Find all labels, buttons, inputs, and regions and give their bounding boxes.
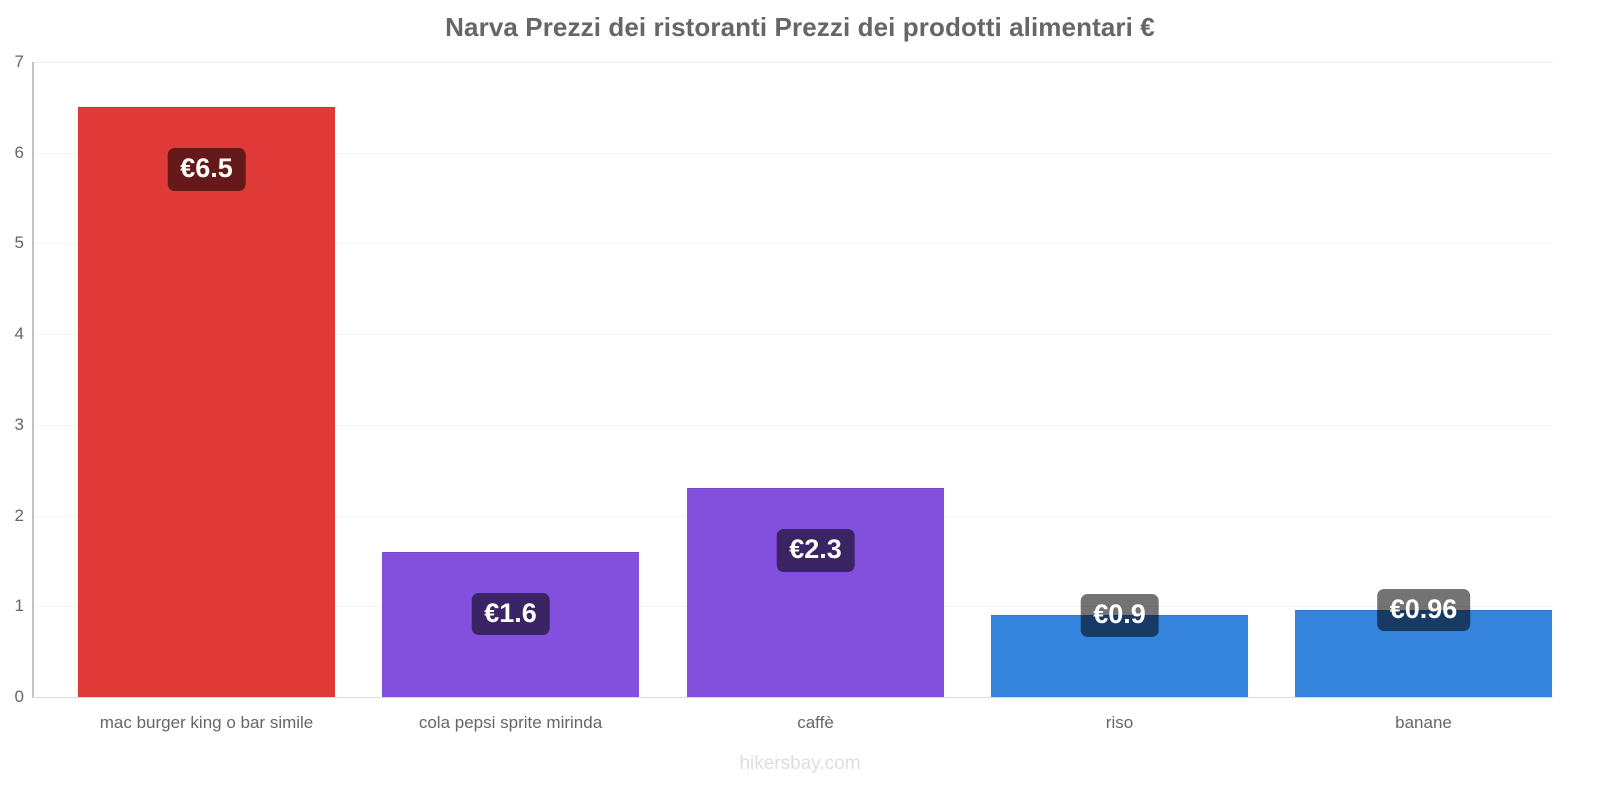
bar[interactable]: €1.6 xyxy=(382,551,639,697)
gridline xyxy=(32,243,1553,245)
bar-value-label: €6.5 xyxy=(167,148,246,191)
x-axis-category-label: caffè xyxy=(797,713,834,732)
bar-value-label: €0.96 xyxy=(1376,588,1471,632)
bar-value-label: €1.6 xyxy=(471,592,550,636)
footer-credit: hikersbay.com xyxy=(739,753,861,774)
x-axis-category-label: cola pepsi sprite mirinda xyxy=(418,713,603,732)
y-axis-tick-label: 5 xyxy=(14,233,24,253)
y-axis-tick-label: 0 xyxy=(14,687,24,706)
bar[interactable]: €0.96 xyxy=(1295,588,1552,697)
y-axis-tick-label: 4 xyxy=(14,324,24,344)
bar[interactable]: €0.9 xyxy=(991,594,1248,697)
x-axis-category-label: mac burger king o bar simile xyxy=(99,713,314,732)
plot-area: €6.5 €1.6 €2.3 €0.9 €0.96 xyxy=(32,62,1553,697)
x-axis-line xyxy=(32,697,1553,698)
y-axis-tick-label: 6 xyxy=(14,142,24,162)
y-axis-tick-label: 2 xyxy=(14,505,24,525)
gridline xyxy=(32,334,1553,336)
bar-value-label: €2.3 xyxy=(776,529,855,572)
bar[interactable]: €6.5 xyxy=(78,107,335,697)
bar-value-label: €0.9 xyxy=(1080,594,1159,637)
x-axis-category-label: banane xyxy=(1395,713,1452,732)
y-axis-tick-label: 7 xyxy=(14,52,24,71)
bar[interactable]: €2.3 xyxy=(687,488,944,697)
gridline xyxy=(32,152,1553,154)
x-axis-category-label: riso xyxy=(1105,713,1134,732)
gridline xyxy=(32,424,1553,426)
gridline xyxy=(32,62,1553,63)
chart-title: Narva Prezzi dei ristoranti Prezzi dei p… xyxy=(445,12,1155,42)
y-axis-line xyxy=(32,62,34,698)
y-axis-tick-label: 1 xyxy=(14,596,24,616)
y-axis-tick-label: 3 xyxy=(14,414,24,434)
